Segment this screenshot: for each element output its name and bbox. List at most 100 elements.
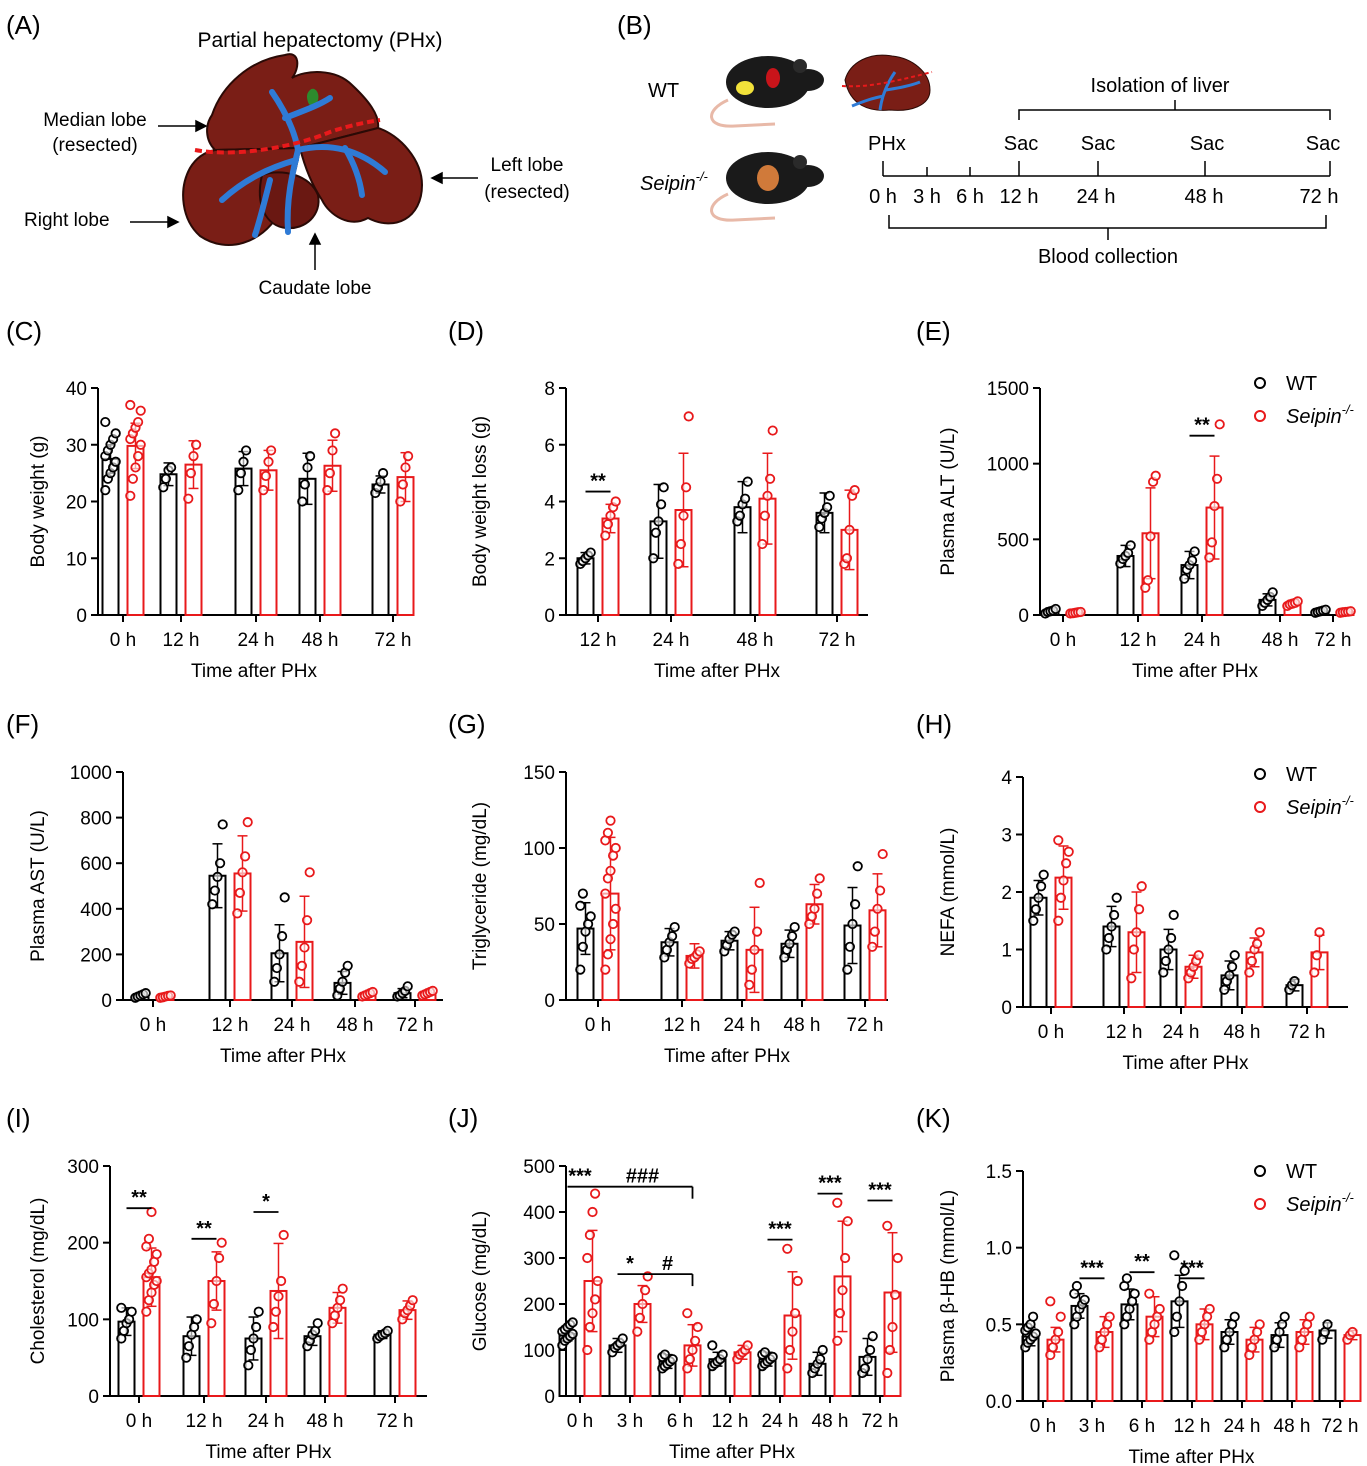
chart-j-point-ko [687,1344,698,1356]
chart-e-point-ko [1142,575,1154,586]
chart-g-point-ko [610,903,621,914]
chart-d-point-ko [841,553,853,564]
chart-f-point-wt [209,885,220,896]
chart-f-point-ko [427,985,438,996]
time-label-6h: 6 h [956,186,984,208]
chart-k-point-wt [1174,1296,1185,1307]
chart-j-significance-label: ### [626,1166,659,1188]
chart-g-point-ko [602,827,614,838]
legend-k-wt-label: WT [1286,1161,1317,1183]
chart-c-point-wt [375,476,386,487]
chart-k-point-ko [1204,1303,1215,1315]
chart-g-point-wt [789,921,800,933]
chart-k-significance-label: *** [1180,1257,1204,1279]
chart-g-point-ko [744,979,755,990]
chart-h-point-ko [1128,944,1140,955]
chart-k-y-tick-label: 1.5 [986,1162,1012,1183]
chart-i-significance-label: ** [131,1187,147,1209]
chart-k-point-ko [1053,1326,1064,1338]
chart-g-y-tick-label: 50 [534,915,555,936]
chart-f-point-wt [337,976,348,987]
chart-g-point-wt [849,899,861,910]
legend-k-ko-label: Seipin-/- [1286,1190,1355,1216]
chart-c-x-tick-label: 48 h [302,630,339,651]
chart-f-x-tick-label: 12 h [212,1015,249,1036]
chart-j-significance-label: *** [868,1180,892,1202]
vessel-upper-branch [282,95,333,121]
chart-h-point-ko [1131,927,1142,938]
chart-g-point-wt [669,921,680,933]
panel-d-label: (D) [448,316,484,346]
vessel-left-branch [342,145,365,198]
chart-d-point-wt [742,476,753,487]
phx-label: PHx [868,133,906,155]
chart-c-x-tick-label: 72 h [375,630,412,651]
chart-g-point-ko [694,946,705,957]
chart-f-point-wt [279,892,290,903]
chart-g-point-ko [607,918,619,930]
chart-j-point-wt [567,1317,578,1328]
chart-j-point-ko [592,1275,603,1287]
chart-k-point-wt [1071,1280,1083,1292]
wt-mouse-label: WT [648,80,679,102]
chart-h-point-ko [1309,967,1320,978]
chart-g-point-ko [751,926,763,937]
timeline [882,100,1331,240]
chart-c-point-ko [125,399,136,411]
chart-f-y-label: Plasma AST (U/L) [28,810,49,962]
chart-k-point-wt [1279,1311,1290,1322]
chart-e: (E) 0 500 1000 1500 Plasma ALT (U/L) 0 h 12 h 24… [916,316,1356,682]
chart-c-x-tick-label: 0 h [110,630,136,651]
chart-d-point-wt [658,482,669,493]
chart-d-point-ko [675,538,687,550]
chart-e-x-tick-label: 12 h [1120,630,1157,651]
chart-i-x-label: Time after PHx [206,1442,332,1463]
chart-h-point-wt [1028,915,1039,926]
chart-c-point-ko [133,416,144,428]
chart-c-y-tick-label: 30 [66,436,87,457]
chart-h: (H) 0 1 2 3 4 NEFA (mmol/L) 0 h 12 h 24 h 48 h 72 h… [916,709,1348,1074]
chart-j-point-ko [632,1326,643,1337]
left-lobe-label-1: Left lobe [491,155,564,176]
chart-k-bar-ko [1343,1334,1362,1402]
chart-j-significance-label: *** [568,1166,592,1188]
chart-j-point-wt [817,1344,828,1356]
chart-e-point-ko [1345,606,1356,617]
legend-k-wt-marker [1254,1165,1266,1177]
chart-e-point-ko [1204,552,1215,563]
chart-f-point-ko [294,976,305,987]
chart-f-y-tick-label: 1000 [70,763,112,784]
sac-label-72h: Sac [1306,133,1340,155]
chart-d-point-wt [824,490,835,501]
chart-e-point-wt [1320,604,1331,615]
chart-h-point-ko [1055,892,1067,903]
chart-j-point-ko [832,1197,843,1208]
gallbladder [306,88,319,107]
chart-h-point-ko [1126,973,1137,984]
chart-j-point-ko [789,1308,801,1319]
chart-c-point-ko [265,445,277,456]
chart-g-point-wt [844,941,856,952]
chart-i-point-ko [268,1321,279,1333]
wt-mouse-ear [793,59,807,73]
median-lobe-label-2: (resected) [52,135,138,156]
chart-c-y-tick-label: 40 [66,379,87,400]
chart-c-point-ko [400,462,411,473]
chart-i-y-tick-label: 200 [67,1234,99,1255]
chart-c-point-ko [329,428,341,439]
chart-h-y-tick-label: 0 [1001,998,1012,1019]
chart-h-y-label: NEFA (mmol/L) [938,828,959,957]
chart-i-x-tick-label: 0 h [126,1411,152,1432]
chart-j-point-ko [884,1344,896,1356]
chart-j-point-ko [889,1289,901,1300]
chart-f-y-tick-label: 400 [80,900,112,921]
sac-label-48h: Sac [1190,133,1224,155]
chart-d-point-wt [585,547,596,558]
chart-g-point-ko [602,949,614,960]
caudate-lobe-label: Caudate lobe [258,278,371,299]
chart-g-point-ko [600,888,611,899]
chart-h-point-wt [1224,970,1235,981]
chart-j-point-ko [887,1321,898,1333]
chart-i-point-ko [211,1275,222,1287]
chart-d-point-wt [821,502,833,513]
